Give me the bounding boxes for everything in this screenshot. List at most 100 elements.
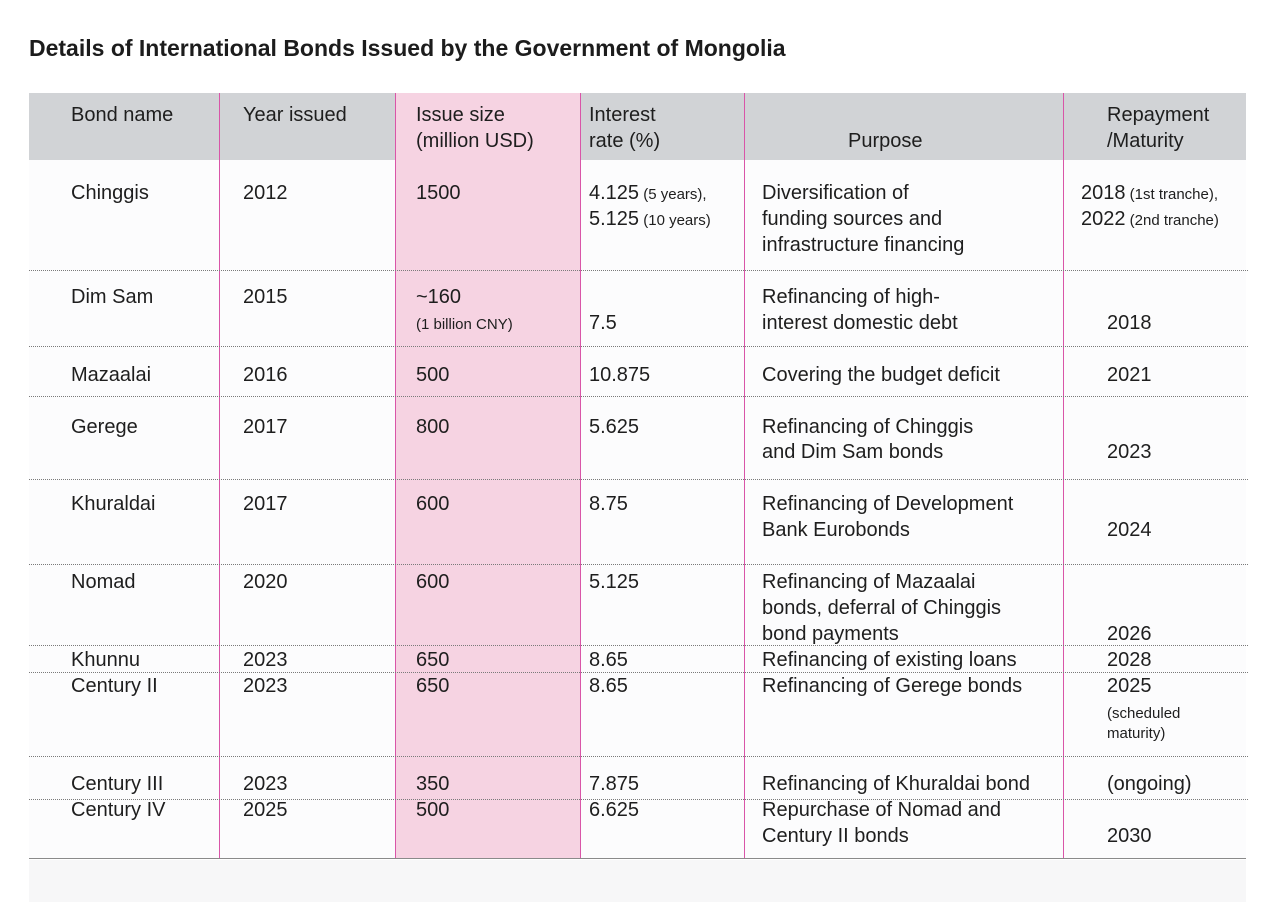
issue-size: 600 [416,571,450,593]
purpose: Century II bonds [762,825,909,847]
bond-name: Khunnu [71,649,140,671]
interest-rate: 7.875 [589,773,640,795]
repayment: 2024 [1107,519,1152,541]
repayment: 2025 [1107,675,1152,697]
repayment: 2023 [1107,441,1152,463]
repayment: 2030 [1107,825,1152,847]
page-title: Details of International Bonds Issued by… [29,35,786,61]
bond-name: Nomad [71,571,136,593]
interest-rate: 7.5 [589,312,617,334]
header-bond-name: Bond name [71,104,174,126]
interest-rate: 5.125 [589,571,640,593]
bond-name: Mazaalai [71,364,152,386]
interest-rate: 5.125 (10 years) [589,208,711,230]
column-divider [219,93,220,859]
issue-size: 650 [416,649,450,671]
repayment: 2026 [1107,623,1152,645]
repayment-note: maturity) [1107,725,1166,742]
column-divider [744,93,745,859]
interest-rate: 8.75 [589,493,628,515]
footer-band [29,860,1246,902]
interest-rate: 5.625 [589,416,640,438]
row-divider [29,756,1248,757]
purpose: bond payments [762,623,899,645]
issue-size: 500 [416,364,450,386]
purpose: funding sources and [762,208,943,230]
purpose: infrastructure financing [762,234,965,256]
year-issued: 2020 [243,571,288,593]
year-issued: 2017 [243,493,288,515]
table-bottom-rule [29,858,1246,859]
header-year-issued: Year issued [243,104,347,126]
purpose: Refinancing of Chinggis [762,416,974,438]
bond-name: Khuraldai [71,493,156,515]
purpose: Repurchase of Nomad and [762,799,1002,821]
header-issue-size-unit: (million USD) [416,130,534,152]
issue-size-highlight-column [396,93,581,859]
repayment-note: (scheduled [1107,705,1181,722]
bond-name: Century III [71,773,164,795]
purpose: Covering the budget deficit [762,364,1000,386]
purpose: Refinancing of high- [762,286,940,308]
purpose: Diversification of [762,182,909,204]
issue-size: 650 [416,675,450,697]
issue-size: 500 [416,799,450,821]
interest-rate: 6.625 [589,799,640,821]
column-divider [395,93,396,859]
row-divider [29,672,1248,673]
year-issued: 2023 [243,675,288,697]
purpose: Refinancing of existing loans [762,649,1017,671]
year-issued: 2016 [243,364,288,386]
repayment: 2018 [1107,312,1152,334]
row-divider [29,346,1248,347]
issue-size: 1500 [416,182,461,204]
row-divider [29,564,1248,565]
row-divider [29,270,1248,271]
bond-name: Dim Sam [71,286,154,308]
header-interest: Interest [589,104,656,126]
year-issued: 2025 [243,799,288,821]
purpose: Refinancing of Mazaalai [762,571,976,593]
purpose: Bank Eurobonds [762,519,910,541]
interest-rate: 10.875 [589,364,651,386]
column-divider [580,93,581,859]
row-divider [29,799,1248,800]
bond-name: Gerege [71,416,138,438]
repayment: 2021 [1107,364,1152,386]
header-purpose: Purpose [848,130,923,152]
issue-size: ~160 [416,286,462,308]
table-header-background [29,93,1246,160]
issue-size: 350 [416,773,450,795]
header-repayment: Repayment [1107,104,1210,126]
interest-rate: 8.65 [589,649,628,671]
header-issue-size: Issue size [416,104,505,126]
repayment: 2022 (2nd tranche) [1081,208,1219,230]
issue-size-note: (1 billion CNY) [416,316,513,333]
purpose: Refinancing of Gerege bonds [762,675,1023,697]
interest-rate: 4.125 (5 years), [589,182,707,204]
repayment: 2018 (1st tranche), [1081,182,1219,204]
repayment: 2028 [1107,649,1152,671]
column-divider [1063,93,1064,859]
purpose: Refinancing of Khuraldai bond [762,773,1030,795]
header-interest-unit: rate (%) [589,130,661,152]
issue-size: 600 [416,493,450,515]
year-issued: 2023 [243,773,288,795]
header-maturity: /Maturity [1107,130,1184,152]
purpose: bonds, deferral of Chinggis [762,597,1002,619]
year-issued: 2015 [243,286,288,308]
year-issued: 2023 [243,649,288,671]
interest-rate: 8.65 [589,675,628,697]
year-issued: 2012 [243,182,288,204]
bond-name: Chinggis [71,182,149,204]
bond-name: Century IV [71,799,166,821]
row-divider [29,396,1248,397]
row-divider [29,645,1248,646]
row-divider [29,479,1248,480]
purpose: interest domestic debt [762,312,958,334]
purpose: and Dim Sam bonds [762,441,944,463]
year-issued: 2017 [243,416,288,438]
bonds-table: Bond name Year issued Issue size (millio… [29,93,1248,859]
issue-size: 800 [416,416,450,438]
purpose: Refinancing of Development [762,493,1014,515]
